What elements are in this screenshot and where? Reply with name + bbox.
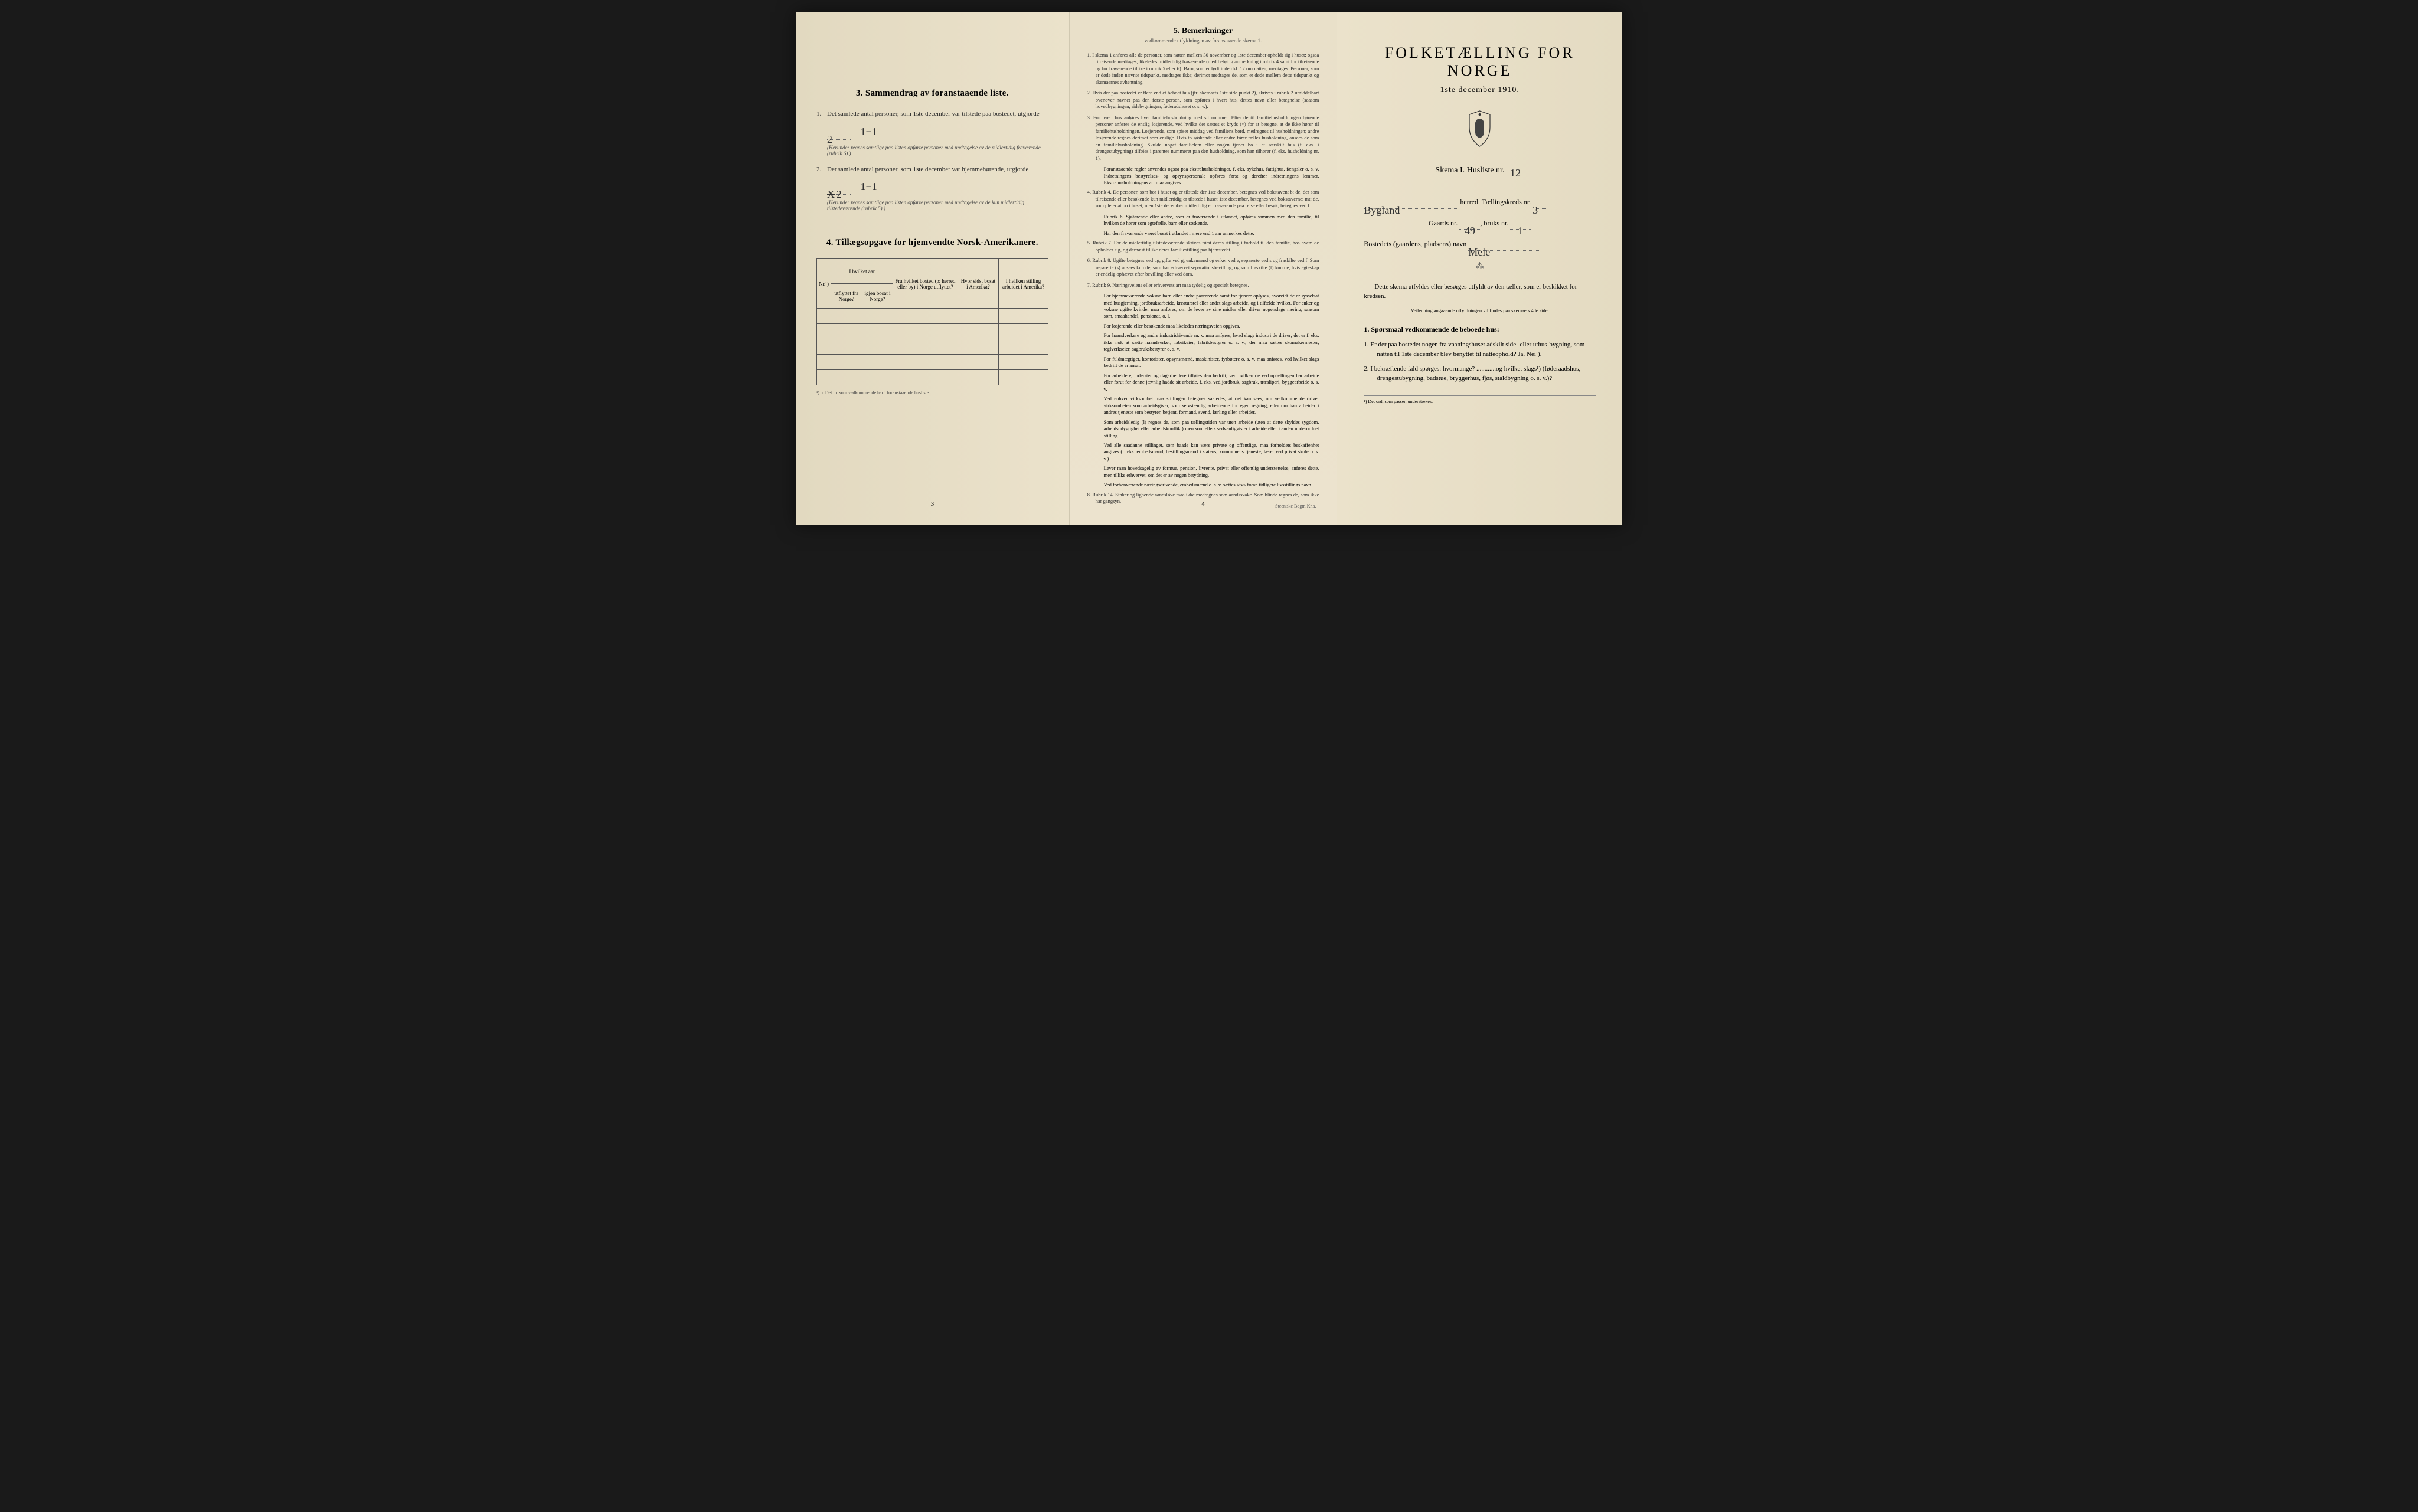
remark-7c: For losjerende eller besøkende maa likel… xyxy=(1087,323,1319,329)
printer-mark: Steen'ske Bogtr. Kr.a. xyxy=(1275,503,1316,509)
remark-7b: For hjemmeværende voksne barn eller andr… xyxy=(1087,293,1319,320)
remark-4: 4. Rubrik 4. De personer, som bor i huse… xyxy=(1087,189,1319,209)
remark-7k: Ved forhenværende næringsdrivende, embed… xyxy=(1087,482,1319,488)
table-h5: I hvilken stilling arbeidet i Amerika? xyxy=(999,259,1048,309)
page-1-cover: FOLKETÆLLING FOR NORGE 1ste december 191… xyxy=(1337,12,1622,525)
question-2: 2. I bekræftende fald spørges: hvormange… xyxy=(1364,364,1596,384)
sec3-item1-values: 2 1−1 xyxy=(827,124,1048,140)
gaards-line: Gaards nr. 49, bruks nr. 1 xyxy=(1364,217,1596,230)
table-row xyxy=(817,355,1048,370)
herred-line: Bygland herred. Tællingskreds nr. 3 xyxy=(1364,196,1596,209)
page-number: 3 xyxy=(796,500,1069,508)
main-title: FOLKETÆLLING FOR NORGE xyxy=(1364,44,1596,80)
remark-5: 5. Rubrik 7. For de midlertidig tilstede… xyxy=(1087,240,1319,253)
page-3-summary: 3. Sammendrag av foranstaaende liste. 1.… xyxy=(796,12,1070,525)
remark-7f: For arbeidere, inderster og dagarbeidere… xyxy=(1087,372,1319,392)
remark-4b: Rubrik 6. Sjøfarende eller andre, som er… xyxy=(1087,214,1319,227)
sub-title: 1ste december 1910. xyxy=(1364,86,1596,95)
remark-7g: Ved enhver virksomhet maa stillingen bet… xyxy=(1087,395,1319,415)
schema-line: Skema I. Husliste nr. 12 xyxy=(1364,166,1596,175)
remark-3b: Foranstaaende regler anvendes ogsaa paa … xyxy=(1087,166,1319,186)
table-footnote: ¹) ɔ: Det nr. som vedkommende har i fora… xyxy=(816,390,1048,395)
sec3-item2: 2.Det samlede antal personer, som 1ste d… xyxy=(816,165,1048,175)
table-row xyxy=(817,324,1048,339)
table-row xyxy=(817,309,1048,324)
coat-of-arms-icon xyxy=(1364,110,1596,151)
census-document: 3. Sammendrag av foranstaaende liste. 1.… xyxy=(796,12,1622,525)
section-4-heading: 4. Tillægsopgave for hjemvendte Norsk-Am… xyxy=(816,238,1048,248)
remark-7h: Som arbeidsledig (l) regnes de, som paa … xyxy=(1087,419,1319,439)
remark-7: 7. Rubrik 9. Næringsveiens eller erhverv… xyxy=(1087,282,1319,289)
table-h2b: utflyttet fra Norge? xyxy=(831,284,862,309)
remark-2: 2. Hvis der paa bostedet er flere end ét… xyxy=(1087,90,1319,110)
remark-1: 1. I skema 1 anføres alle de personer, s… xyxy=(1087,52,1319,86)
remarks-subheading: vedkommende utfyldningen av foranstaaend… xyxy=(1087,38,1319,44)
table-row xyxy=(817,339,1048,355)
question-heading: 1. Spørsmaal vedkommende de beboede hus: xyxy=(1364,325,1596,334)
remarks-heading: 5. Bemerkninger xyxy=(1087,27,1319,36)
question-1: 1. Er der paa bostedet nogen fra vaaning… xyxy=(1364,340,1596,359)
remark-7j: Lever man hovedsagelig av formue, pensio… xyxy=(1087,465,1319,479)
page-4-remarks: 5. Bemerkninger vedkommende utfyldningen… xyxy=(1070,12,1338,525)
emigrant-table: Nr.¹) I hvilket aar Fra hvilket bosted (… xyxy=(816,258,1048,385)
table-h1: Nr.¹) xyxy=(817,259,831,309)
table-h2c: igjen bosat i Norge? xyxy=(862,284,893,309)
sec3-note1: (Herunder regnes samtlige paa listen opf… xyxy=(827,145,1048,156)
table-h2a: I hvilket aar xyxy=(831,259,893,284)
ornament-icon: ⁂ xyxy=(1364,261,1596,271)
footnote: ¹) Det ord, som passer, understrekes. xyxy=(1364,395,1596,404)
instruction-small: Veiledning angaaende utfyldningen vil fi… xyxy=(1364,307,1596,313)
remark-7e: For fuldmægtiger, kontorister, opsynsmæn… xyxy=(1087,356,1319,369)
remark-7d: For haandverkere og andre industridriven… xyxy=(1087,332,1319,352)
table-row xyxy=(817,370,1048,385)
table-h3: Fra hvilket bosted (ɔ: herred eller by) … xyxy=(893,259,958,309)
remark-4c: Har den fraværende været bosat i utlande… xyxy=(1087,230,1319,237)
table-h4: Hvor sidst bosat i Amerika? xyxy=(958,259,999,309)
section-3-heading: 3. Sammendrag av foranstaaende liste. xyxy=(816,89,1048,99)
sec3-note2: (Herunder regnes samtlige paa listen opf… xyxy=(827,199,1048,211)
remark-3: 3. For hvert hus anføres hver familiehus… xyxy=(1087,114,1319,162)
instruction-text: Dette skema utfyldes eller besørges utfy… xyxy=(1364,282,1596,302)
sec3-item2-values: X 2 1−1 xyxy=(827,179,1048,195)
sec3-item1: 1.Det samlede antal personer, som 1ste d… xyxy=(816,109,1048,119)
remark-6: 6. Rubrik 8. Ugifte betegnes ved ug, gif… xyxy=(1087,257,1319,277)
bosted-line: Bostedets (gaardens, pladsens) navn Mele xyxy=(1364,238,1596,251)
remark-7i: Ved alle saadanne stillinger, som baade … xyxy=(1087,442,1319,462)
